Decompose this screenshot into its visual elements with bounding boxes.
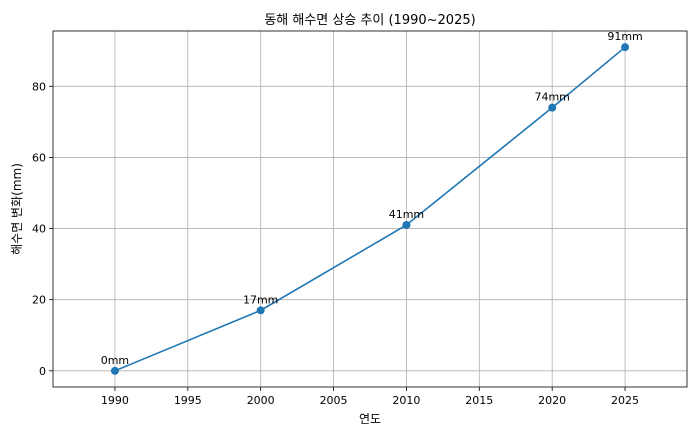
x-axis-label: 연도 (359, 412, 381, 426)
plot-frame (52, 30, 688, 388)
data-label: 91mm (607, 30, 642, 43)
data-label: 41mm (389, 208, 424, 221)
data-point (621, 43, 630, 52)
x-tick-label: 1990 (101, 394, 129, 407)
series-line-group (110, 43, 630, 375)
x-tick-label: 2015 (465, 394, 493, 407)
y-tick-label: 60 (32, 151, 46, 164)
x-tick-label: 2010 (392, 394, 420, 407)
x-tick-label: 2000 (247, 394, 275, 407)
x-tick-label: 2020 (538, 394, 566, 407)
y-tick-label: 0 (39, 365, 46, 378)
y-axis-label: 해수면 변화(mm) (10, 163, 24, 255)
data-label: 17mm (243, 293, 278, 306)
data-labels: 0mm 17mm 41mm 74mm 91mm (101, 30, 643, 367)
data-point (402, 221, 411, 230)
y-tick-label: 40 (32, 223, 46, 236)
data-point (256, 306, 265, 315)
data-point (548, 103, 557, 112)
chart-title: 동해 해수면 상승 추이 (1990~2025) (264, 13, 475, 28)
x-tick-label: 2025 (611, 394, 639, 407)
x-tick-label: 2005 (320, 394, 348, 407)
y-tick-label: 20 (32, 294, 46, 307)
y-tick-label: 80 (32, 80, 46, 93)
data-point (110, 366, 119, 375)
data-label: 0mm (101, 354, 129, 367)
data-label: 74mm (534, 91, 569, 104)
axis-ticks: 1990 1995 2000 2005 2010 2015 2020 2025 0 20 40 60 8… (32, 80, 639, 407)
x-tick-label: 1995 (174, 394, 202, 407)
grid-lines (53, 31, 687, 387)
